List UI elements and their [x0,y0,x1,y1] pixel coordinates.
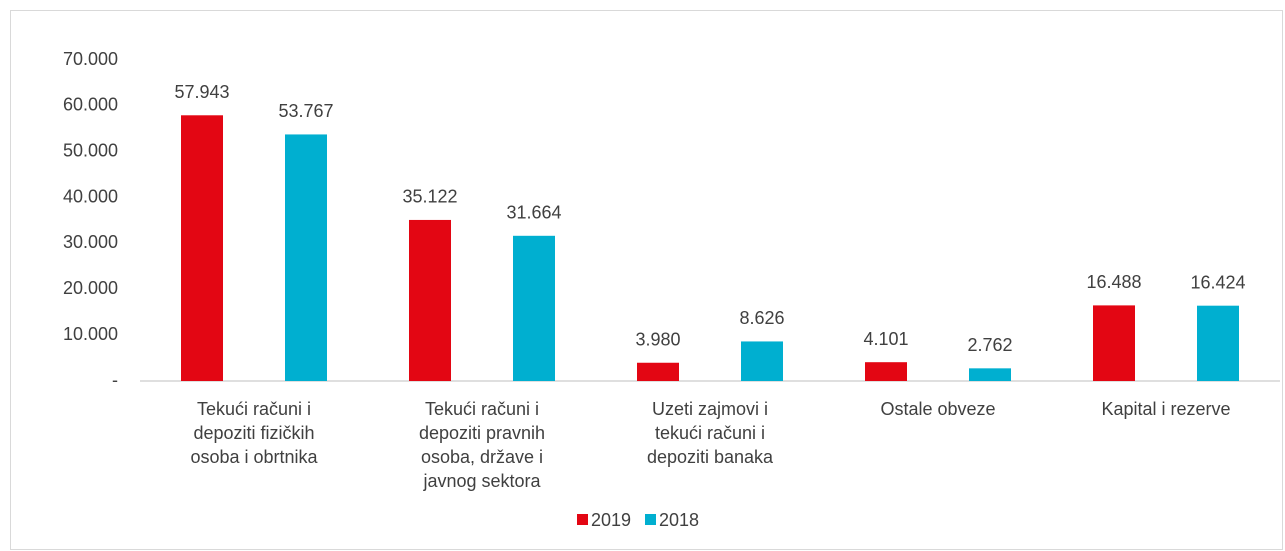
value-label: 53.767 [278,101,333,121]
value-label: 4.101 [863,329,908,349]
x-tick-label: Tekući računi i depoziti fizičkih osoba i … [190,399,318,467]
value-label: 35.122 [402,187,457,207]
bar [409,219,451,381]
x-tick-label: Tekući računi i depoziti pravnih osoba, dr… [419,399,545,491]
value-label: 8.626 [739,308,784,328]
bar [865,362,907,381]
legend-swatch [577,514,588,525]
y-tick-label: 50.000 [63,140,118,160]
value-label: 3.980 [635,329,680,349]
chart-border [10,10,1283,550]
y-tick-label: 70.000 [63,49,118,69]
bar [513,235,555,381]
y-tick-label: 10.000 [63,324,118,344]
value-label: 57.943 [174,82,229,102]
bar [1197,305,1239,381]
y-tick-label: 40.000 [63,186,118,206]
value-label: 16.424 [1190,272,1245,292]
bar [637,362,679,381]
y-tick-label: - [112,370,118,390]
value-label: 31.664 [506,203,561,223]
legend-swatch [645,514,656,525]
bar [741,341,783,381]
bar [285,134,327,381]
value-label: 16.488 [1086,272,1141,292]
bar [181,115,223,382]
bar [969,368,1011,381]
y-tick-label: 60.000 [63,95,118,115]
x-tick-label: Uzeti zajmovi i tekući računi i depoziti b… [647,399,774,467]
x-tick-label: Kapital i rezerve [1101,399,1230,419]
bar [1093,305,1135,381]
x-tick-label: Ostale obveze [880,399,995,419]
legend-label: 2019 [591,510,631,530]
y-tick-label: 20.000 [63,278,118,298]
value-label: 2.762 [967,335,1012,355]
legend-label: 2018 [659,510,699,530]
y-tick-label: 30.000 [63,232,118,252]
